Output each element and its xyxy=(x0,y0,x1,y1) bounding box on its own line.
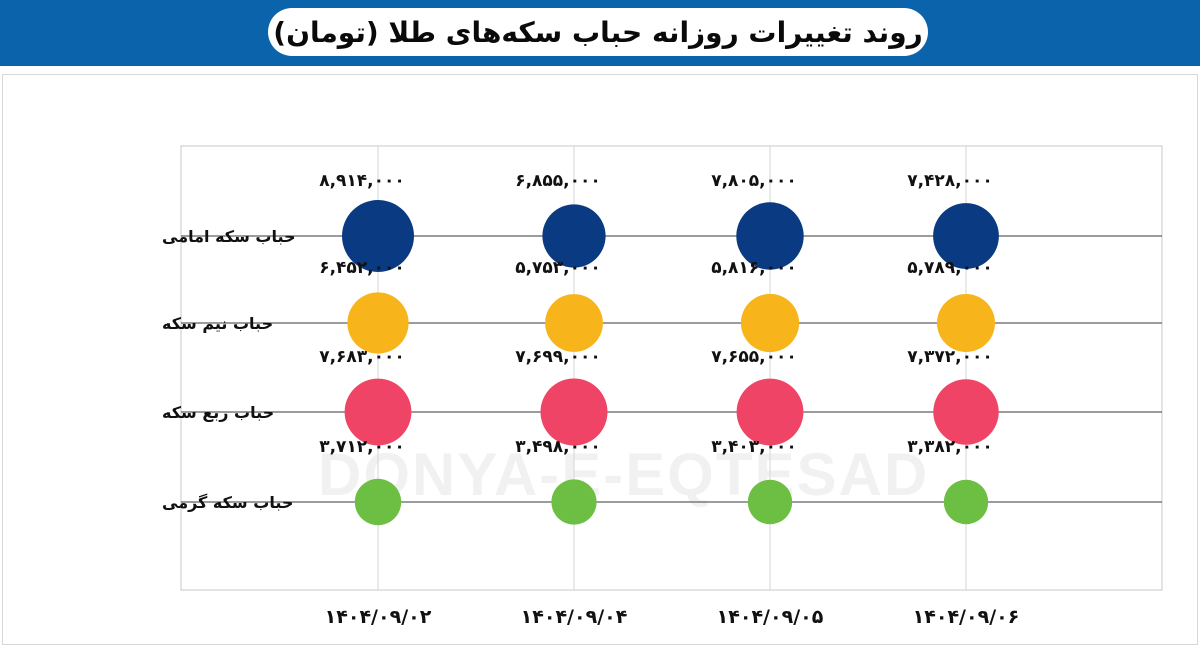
data-label: ۷,۶۵۵,۰۰۰ xyxy=(711,347,797,367)
bubble xyxy=(342,200,414,272)
data-label: ۸,۹۱۴,۰۰۰ xyxy=(319,171,405,191)
data-label: ۳,۷۱۲,۰۰۰ xyxy=(319,437,405,457)
data-label: ۵,۷۸۹,۰۰۰ xyxy=(907,258,993,278)
bubble xyxy=(933,203,999,269)
x-tick-label: ۱۴۰۴/۰۹/۰۶ xyxy=(913,606,1020,628)
watermark: DONYA-E-EQTESAD xyxy=(318,441,930,508)
bubble xyxy=(542,204,606,268)
bubble xyxy=(937,294,995,352)
row-label: حباب سکه گرمی xyxy=(162,493,293,512)
data-label: ۳,۴۹۸,۰۰۰ xyxy=(515,437,601,457)
data-label: ۳,۴۰۳,۰۰۰ xyxy=(711,437,797,457)
data-label: ۷,۴۲۸,۰۰۰ xyxy=(907,171,993,191)
bubble xyxy=(747,479,793,525)
data-label: ۶,۴۵۲,۰۰۰ xyxy=(319,258,405,278)
x-tick-label: ۱۴۰۴/۰۹/۰۴ xyxy=(521,606,628,628)
data-label: ۵,۸۱۶,۰۰۰ xyxy=(711,258,797,278)
row-label: حباب نیم سکه xyxy=(162,314,273,333)
chart-panel xyxy=(2,74,1198,645)
bubble xyxy=(545,294,603,352)
data-label: ۷,۶۹۹,۰۰۰ xyxy=(515,347,601,367)
bubble xyxy=(736,202,804,270)
bubble xyxy=(740,293,800,353)
title-pill: روند تغییرات روزانه حباب سکه‌های طلا (تو… xyxy=(268,8,928,56)
bubble xyxy=(933,379,999,445)
x-tick-label: ۱۴۰۴/۰۹/۰۲ xyxy=(325,606,432,628)
data-label: ۳,۳۸۲,۰۰۰ xyxy=(907,437,993,457)
row-label: حباب سکه امامی xyxy=(162,227,296,246)
data-label: ۶,۸۵۵,۰۰۰ xyxy=(515,171,601,191)
data-label: ۵,۷۵۳,۰۰۰ xyxy=(515,258,601,278)
bubble xyxy=(736,378,804,446)
row-label: حباب ربع سکه xyxy=(162,403,274,422)
bubble xyxy=(540,378,608,446)
header-bar: روند تغییرات روزانه حباب سکه‌های طلا (تو… xyxy=(0,0,1200,66)
bubble xyxy=(943,479,989,525)
plot-frame xyxy=(180,145,1163,591)
data-label: ۷,۳۷۲,۰۰۰ xyxy=(907,347,993,367)
data-label: ۷,۶۸۳,۰۰۰ xyxy=(319,347,405,367)
bubble xyxy=(551,479,597,525)
x-tick-label: ۱۴۰۴/۰۹/۰۵ xyxy=(717,606,824,628)
data-label: ۷,۸۰۵,۰۰۰ xyxy=(711,171,797,191)
bubble xyxy=(347,292,409,354)
bubble xyxy=(354,478,402,526)
chart-title: روند تغییرات روزانه حباب سکه‌های طلا (تو… xyxy=(273,15,923,49)
bubble xyxy=(344,378,412,446)
